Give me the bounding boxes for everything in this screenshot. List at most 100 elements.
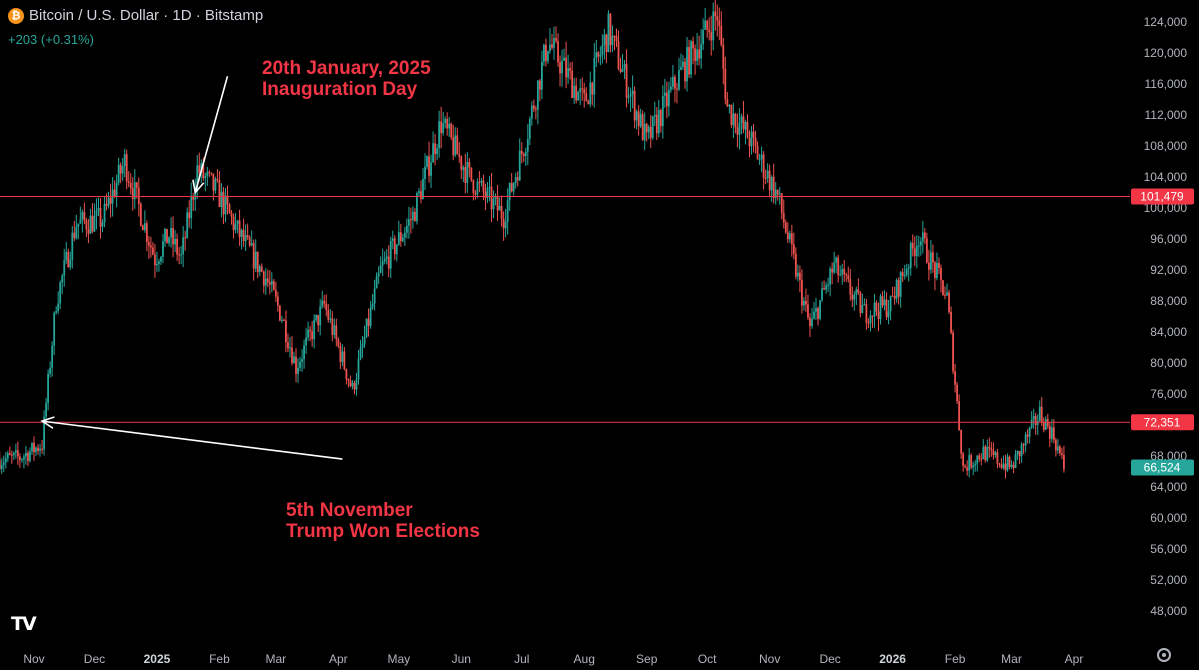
candle-body: [152, 247, 154, 255]
candle-body: [361, 344, 364, 348]
x-tick-label: Nov: [23, 652, 44, 666]
candle-body: [563, 57, 565, 61]
candle-body: [547, 51, 549, 62]
candle-body: [927, 262, 930, 270]
candle-body: [936, 263, 938, 278]
candle-body: [252, 243, 255, 269]
level-tag-box: [1131, 414, 1194, 431]
candle-body: [974, 463, 977, 466]
candle-body: [913, 248, 916, 256]
candle-body: [585, 93, 588, 102]
candle-body: [399, 232, 402, 242]
candle-body: [565, 57, 567, 78]
candle-body: [807, 304, 809, 318]
candle-body: [1048, 426, 1051, 439]
candle-body: [97, 208, 100, 211]
candle-body: [659, 110, 662, 127]
candle-body: [946, 292, 948, 296]
candle-body: [623, 64, 626, 70]
candle-body: [103, 203, 106, 223]
y-tick-label: 84,000: [1150, 325, 1187, 339]
gear-icon[interactable]: [1157, 648, 1171, 662]
candle-body: [1063, 454, 1065, 470]
candle-body: [67, 251, 70, 267]
tradingview-logo-icon[interactable]: TV: [11, 613, 37, 635]
candle-body: [452, 137, 455, 156]
candle-body: [389, 240, 392, 269]
candle-body: [168, 237, 170, 244]
candle-body: [980, 458, 983, 460]
candle-body: [732, 113, 735, 126]
candle-body: [690, 41, 692, 75]
candle-body: [444, 118, 447, 124]
candle-body: [403, 232, 406, 238]
annotation-inauguration: 20th January, 2025 Inauguration Day: [262, 58, 431, 100]
candle-body: [498, 206, 501, 211]
candle-body: [692, 41, 694, 49]
candle-body: [1050, 427, 1053, 439]
candle-body: [186, 212, 189, 238]
candle-body: [85, 220, 88, 230]
annotation-election-line1: 5th November: [286, 500, 413, 521]
candle-body: [694, 48, 696, 61]
x-tick-label: Feb: [945, 652, 966, 666]
candle-body: [615, 36, 618, 42]
candle-body: [863, 304, 866, 306]
candle-body: [91, 215, 94, 232]
candle-body: [607, 13, 610, 52]
candle-body: [297, 367, 299, 374]
symbol-title[interactable]: Bitcoin / U.S. Dollar · 1D · Bitstamp: [29, 7, 264, 24]
y-tick-label: 88,000: [1150, 294, 1187, 308]
y-tick-label: 120,000: [1144, 46, 1188, 60]
candle-body: [532, 105, 535, 109]
candle-body: [774, 189, 777, 198]
candle-body: [811, 318, 813, 327]
chart-header: ₿ Bitcoin / U.S. Dollar · 1D · Bitstamp: [8, 7, 263, 24]
candle-body: [853, 294, 856, 300]
candle-body: [416, 193, 418, 222]
candle-body: [268, 282, 271, 285]
candle-body: [73, 232, 76, 239]
candle-body: [911, 242, 914, 249]
candle-body: [543, 44, 545, 62]
candle-body: [18, 456, 21, 460]
x-tick-label: Aug: [574, 652, 595, 666]
candle-body: [365, 318, 368, 337]
arrow-shaft: [194, 76, 229, 193]
candle-body: [641, 114, 644, 141]
y-tick-label: 104,000: [1144, 170, 1188, 184]
candle-body: [222, 191, 225, 215]
candle-body: [162, 241, 164, 257]
candle-body: [65, 251, 68, 261]
candle-body: [409, 219, 412, 221]
candle-body: [206, 171, 209, 177]
x-tick-label: Dec: [819, 652, 840, 666]
candle-body: [313, 319, 316, 340]
candle-body: [289, 347, 291, 349]
candle-body: [1040, 406, 1043, 423]
candle-body: [244, 235, 247, 242]
candle-body: [238, 220, 241, 238]
candle-body: [1058, 446, 1061, 454]
candle-body: [264, 278, 267, 286]
x-tick-label: Feb: [209, 652, 230, 666]
candle-body: [246, 235, 249, 238]
candle-body: [321, 300, 324, 307]
candle-body: [575, 85, 578, 101]
candle-body: [786, 232, 789, 240]
candle-body: [845, 274, 848, 276]
candle-body: [188, 212, 191, 219]
candle-body: [696, 49, 699, 61]
candle-body: [474, 193, 477, 195]
candle-body: [47, 373, 50, 404]
candle-body: [1030, 419, 1033, 428]
candle-body: [678, 70, 680, 90]
arrow-shaft: [41, 420, 343, 460]
candle-body: [520, 150, 523, 155]
candle-body: [770, 176, 773, 191]
y-tick-label: 108,000: [1144, 139, 1188, 153]
candle-body: [968, 455, 971, 471]
candle-body: [889, 295, 892, 312]
x-tick-label: 2025: [144, 652, 171, 666]
